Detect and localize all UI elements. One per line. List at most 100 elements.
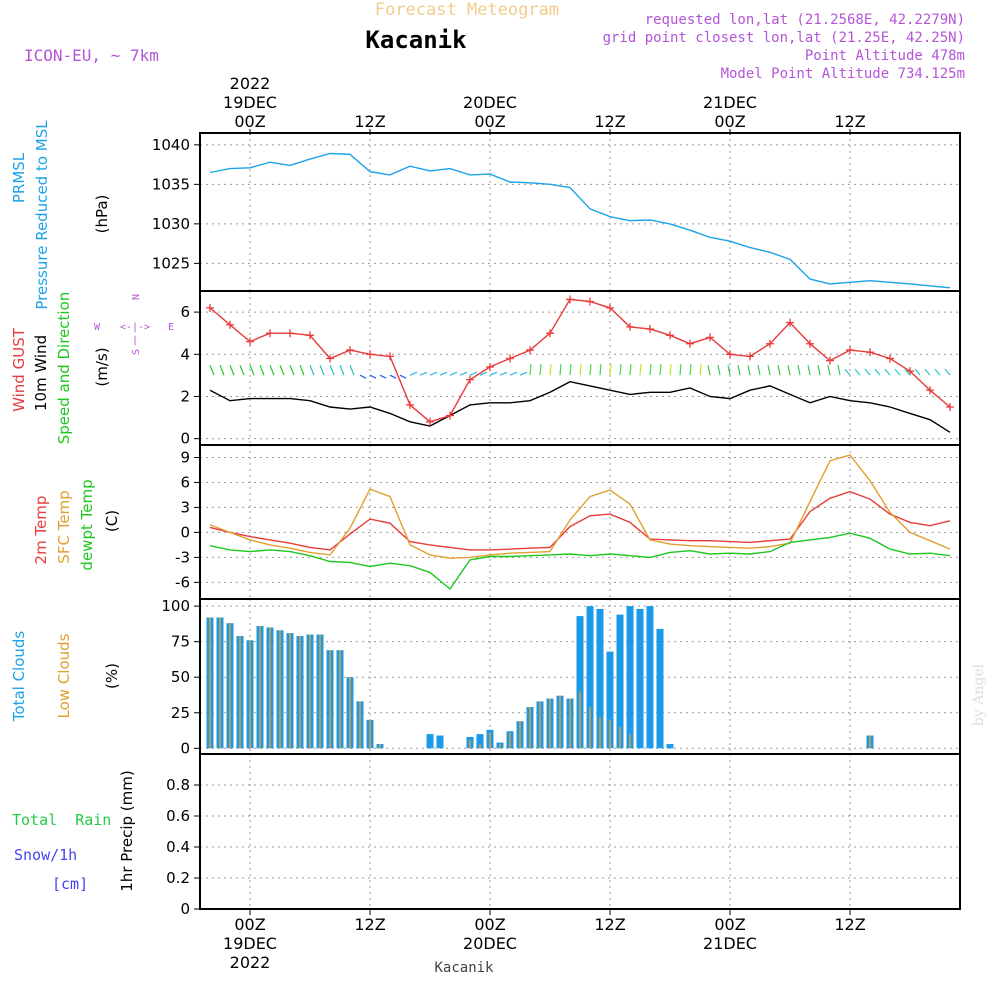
y-tick-label: 0.8	[166, 776, 190, 794]
compass-w: W	[94, 322, 101, 333]
wind-dir-arrow	[469, 371, 478, 376]
wind-gust-marker	[606, 303, 614, 312]
top-time-label: 00Z	[474, 112, 505, 131]
low-cloud-bar	[549, 698, 551, 749]
wind-dir-arrow	[699, 364, 702, 376]
compass-we: <-|->	[120, 322, 150, 333]
y-tick-label: 1030	[152, 215, 190, 233]
y-tick-label: 100	[161, 597, 190, 615]
prmsl-line	[209, 152, 951, 289]
compass-n: N	[131, 294, 142, 300]
wind-dir-arrow	[797, 365, 801, 376]
super-title: Forecast Meteogram	[375, 0, 559, 20]
wind-gust-marker	[766, 339, 774, 348]
wind-gust-marker	[826, 356, 834, 365]
y-tick-label: 2	[180, 387, 190, 405]
low-cloud-bar	[259, 626, 261, 749]
bottom-time-label: 00Z	[234, 915, 265, 934]
pressure-unit: (hPa)	[93, 195, 111, 234]
wind-dir-arrow	[319, 364, 325, 376]
wind-gust-marker	[426, 417, 434, 426]
low-cloud-bar	[539, 701, 541, 749]
y-tick-label: 0.2	[166, 869, 190, 887]
y-tick-label: 1040	[152, 136, 190, 154]
cloud-unit: (%)	[103, 663, 121, 689]
wind-dir-arrow	[807, 365, 811, 376]
wind-dir-arrow	[837, 365, 841, 376]
low-cloud-bar	[579, 691, 581, 749]
precip-labels: Total Rain Snow/1h [cm] 1hr Precip (mm)	[12, 770, 136, 893]
compass-s: S	[131, 349, 142, 355]
panel-1: 0 2 4 6	[180, 290, 961, 448]
prmsl-label: PRMSL	[10, 152, 28, 203]
wind-gust-marker	[726, 350, 734, 359]
wind-dir-arrow	[249, 364, 255, 376]
wind-gust-marker	[566, 295, 574, 304]
wind-dir-arrow	[339, 364, 345, 376]
total-cloud-bar	[636, 608, 644, 749]
footer-location: Kacanik	[434, 960, 494, 976]
requested-coords: requested lon,lat (21.2568E, 42.2279N)	[645, 12, 965, 28]
wind-dir-arrow	[479, 371, 488, 376]
wind-dir-arrow	[409, 371, 418, 376]
wind-gust-marker	[786, 318, 794, 327]
wind-dir-arrow	[639, 364, 642, 376]
wind-gust-marker	[286, 329, 294, 338]
wind-gust-marker	[206, 303, 214, 312]
panel-frame	[199, 290, 961, 446]
wind-gust-marker	[926, 386, 934, 395]
wind-dir-arrow	[659, 364, 662, 376]
total-cloud-bar	[626, 606, 634, 749]
low-cloud-bar	[299, 635, 301, 749]
wind-dir-arrow	[827, 365, 831, 376]
wind-dir-arrow	[579, 364, 582, 376]
top-time-label: 20DEC	[463, 93, 517, 112]
wind-gust-marker	[706, 333, 714, 342]
low-cloud-bar	[209, 617, 211, 749]
wind-dir-arrow	[359, 374, 367, 379]
wind-dir-arrow	[459, 371, 468, 376]
bottom-time-label: 00Z	[474, 915, 505, 934]
wind-gust-marker	[326, 354, 334, 363]
y-tick-label: 1025	[152, 254, 190, 272]
wind-gust-marker	[226, 320, 234, 329]
top-time-label: 2022	[230, 74, 271, 93]
wind-dir-arrow	[844, 368, 851, 376]
compass-ns: |	[132, 335, 138, 346]
y-tick-label: 0	[180, 900, 190, 918]
wind-dir-arrow	[309, 364, 315, 376]
wind-dir-arrow	[904, 368, 911, 376]
wind-gust-marker	[746, 352, 754, 361]
wind-dir-arrow	[499, 371, 508, 376]
wind-gust-marker	[666, 331, 674, 340]
wind-gust-marker	[946, 403, 954, 412]
wind-dir-arrow	[669, 364, 672, 376]
low-cloud-bar	[319, 634, 321, 749]
low-cloud-bar	[229, 623, 231, 749]
low-cloud-bar	[369, 719, 371, 749]
wind-gust-marker	[626, 322, 634, 331]
total-cloud-bar	[666, 744, 674, 749]
low-cloud-bar	[249, 640, 251, 749]
wind-dir-arrow	[559, 364, 562, 376]
low-cloud-bar	[469, 739, 471, 749]
model-label: ICON-EU, ~ 7km	[24, 46, 159, 65]
bottom-time-label: 19DEC	[223, 934, 277, 953]
y-tick-label: 6	[180, 473, 190, 491]
temp-labels: 2m Temp SFC Temp dewpt Temp (C)	[32, 479, 121, 570]
wind-dir-arrow	[737, 365, 741, 376]
wind-dir-arrow	[429, 371, 438, 376]
wind-dir-arrow	[509, 371, 518, 376]
total-cloud-bar	[616, 614, 624, 749]
y-tick-label: 0.6	[166, 807, 190, 825]
bottom-time-label: 12Z	[594, 915, 625, 934]
wind-unit: (m/s)	[93, 347, 111, 386]
wind-gust-marker	[486, 362, 494, 371]
t2m-line	[209, 490, 951, 551]
wind-gust-marker	[886, 354, 894, 363]
y-tick-label: 50	[171, 668, 190, 686]
wind-dir-arrow	[817, 365, 821, 376]
top-time-label: 00Z	[714, 112, 745, 131]
